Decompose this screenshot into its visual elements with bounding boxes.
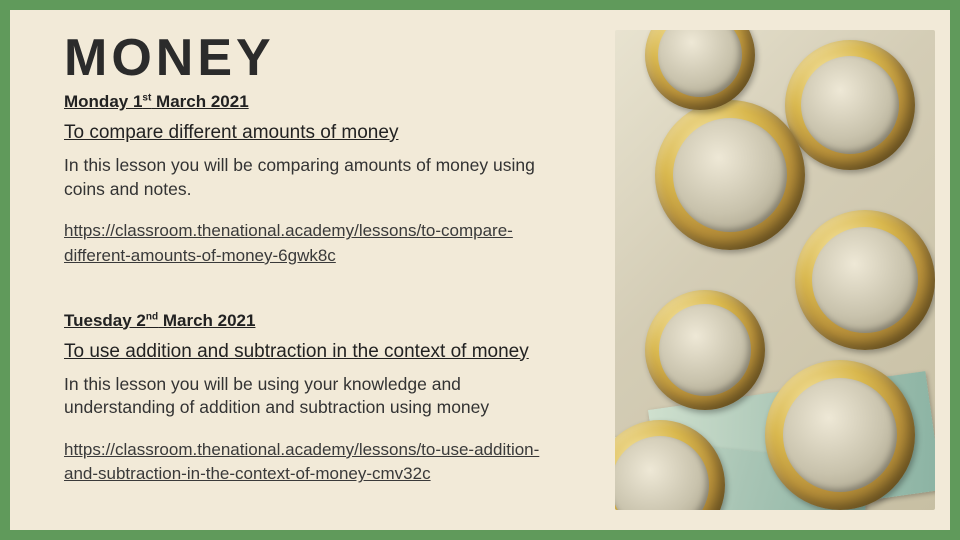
lesson1-link[interactable]: https://classroom.thenational.academy/le… — [64, 219, 564, 268]
coin-icon — [785, 40, 915, 170]
lesson1-description: In this lesson you will be comparing amo… — [64, 154, 564, 201]
date-text: March 2021 — [158, 311, 255, 330]
lesson2-objective: To use addition and subtraction in the c… — [64, 341, 610, 363]
coin-icon — [655, 100, 805, 250]
coin-icon — [645, 30, 755, 110]
date-text: Tuesday 2 — [64, 311, 146, 330]
lesson1-objective: To compare different amounts of money — [64, 122, 610, 144]
image-column — [610, 10, 950, 530]
date-ordinal: nd — [146, 311, 158, 322]
money-image — [615, 30, 935, 510]
page-title: MONEY — [64, 28, 610, 88]
lesson1-date: Monday 1st March 2021 — [64, 92, 610, 112]
coin-icon — [645, 290, 765, 410]
content-column: MONEY Monday 1st March 2021 To compare d… — [10, 10, 610, 530]
lesson2-description: In this lesson you will be using your kn… — [64, 373, 564, 420]
date-text: Monday 1 — [64, 92, 142, 111]
coin-icon — [795, 210, 935, 350]
lesson2-date: Tuesday 2nd March 2021 — [64, 311, 610, 331]
spacer — [64, 297, 610, 311]
date-ordinal: st — [142, 92, 151, 103]
date-text: March 2021 — [151, 92, 248, 111]
lesson2-link[interactable]: https://classroom.thenational.academy/le… — [64, 438, 564, 487]
slide: MONEY Monday 1st March 2021 To compare d… — [0, 0, 960, 540]
coin-icon — [765, 360, 915, 510]
